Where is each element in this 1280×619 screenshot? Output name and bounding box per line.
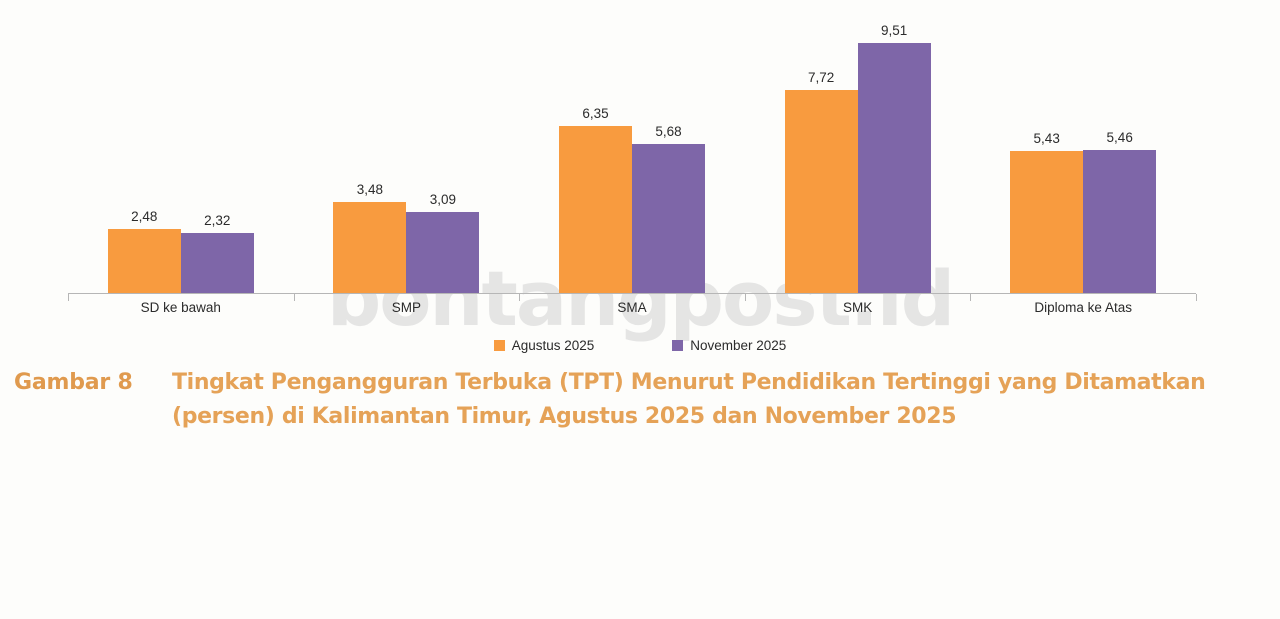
- x-axis-tick: [744, 294, 746, 301]
- figure-caption: Gambar 8 Tingkat Pengangguran Terbuka (T…: [14, 366, 1270, 434]
- bar-column[interactable]: 2,32: [180, 20, 254, 294]
- bar[interactable]: [632, 144, 705, 294]
- x-axis-category-label: SMP: [391, 300, 422, 315]
- legend-item-label: Agustus 2025: [511, 338, 595, 353]
- legend-item[interactable]: Agustus 2025: [493, 338, 595, 353]
- x-axis-category-label: Diploma ke Atas: [1034, 300, 1132, 315]
- bar[interactable]: [559, 126, 632, 294]
- bar-value-label: 2,48: [131, 209, 158, 224]
- bar-group: 7,72 9,51: [784, 20, 931, 294]
- caption-figure-number: Gambar 8: [14, 370, 133, 395]
- x-axis-tick: [519, 294, 521, 301]
- legend-item[interactable]: November 2025: [672, 338, 786, 353]
- bar-value-label: 9,51: [880, 23, 908, 38]
- x-axis-category-label: SD ke bawah: [140, 300, 221, 315]
- bar-value-label: 2,32: [204, 213, 231, 228]
- x-axis-tick: [293, 294, 295, 301]
- bar-value-label: 5,46: [1106, 130, 1133, 145]
- bar[interactable]: [333, 202, 407, 294]
- bar[interactable]: [857, 43, 931, 294]
- bar-value-label: 3,48: [356, 182, 384, 197]
- x-axis-line: [68, 293, 1196, 294]
- bar-group-bars: 5,43 5,46: [1010, 20, 1157, 294]
- bar-group: 3,48 3,09: [333, 20, 480, 294]
- bar-column[interactable]: 9,51: [857, 20, 931, 294]
- bar-column[interactable]: 5,46: [1083, 20, 1157, 294]
- bar-value-label: 5,68: [655, 124, 682, 139]
- chart-legend: Agustus 2025 November 2025: [0, 338, 1280, 353]
- bar-group-bars: 3,48 3,09: [333, 20, 480, 294]
- bar-column[interactable]: 2,48: [107, 20, 181, 294]
- bar[interactable]: [406, 212, 480, 294]
- bar-value-label: 5,43: [1033, 131, 1060, 146]
- bar-value-label: 3,09: [429, 192, 457, 207]
- bar-column[interactable]: 6,35: [559, 20, 632, 294]
- bar-group: 2,48 2,32: [107, 20, 254, 294]
- bar[interactable]: [1083, 150, 1157, 294]
- bar-value-label: 7,72: [807, 70, 835, 85]
- x-axis-category-label: SMA: [617, 300, 647, 315]
- bar[interactable]: [107, 229, 181, 294]
- legend-item-label: November 2025: [690, 338, 787, 353]
- bar-group-bars: 2,48 2,32: [107, 20, 254, 294]
- bar-column[interactable]: 7,72: [784, 20, 858, 294]
- bar-group-bars: 6,35 5,68: [559, 20, 705, 294]
- bar[interactable]: [180, 233, 254, 294]
- bar-group: 5,43 5,46: [1010, 20, 1157, 294]
- bar-column[interactable]: 3,48: [333, 20, 407, 294]
- bar-group: 6,35 5,68: [559, 20, 705, 294]
- square-swatch-icon: [493, 340, 505, 351]
- bar-column[interactable]: 3,09: [406, 20, 480, 294]
- bar-value-label: 6,35: [582, 106, 609, 121]
- x-axis-category-label: SMK: [842, 300, 873, 315]
- x-axis-tick: [1196, 294, 1197, 301]
- square-swatch-icon: [672, 340, 684, 351]
- bar-column[interactable]: 5,68: [632, 20, 705, 294]
- bar[interactable]: [1010, 151, 1084, 294]
- bar[interactable]: [784, 90, 858, 294]
- x-axis-tick: [68, 294, 69, 301]
- bar-group-bars: 7,72 9,51: [784, 20, 931, 294]
- bar-column[interactable]: 5,43: [1010, 20, 1084, 294]
- caption-title-text: Tingkat Pengangguran Terbuka (TPT) Menur…: [172, 370, 1206, 429]
- x-axis-tick: [970, 294, 972, 301]
- chart-plot-area: 2,48 2,32 3,48 3,09 6,35 5,68 7,72 9,51 5,43 5,46: [68, 20, 1196, 294]
